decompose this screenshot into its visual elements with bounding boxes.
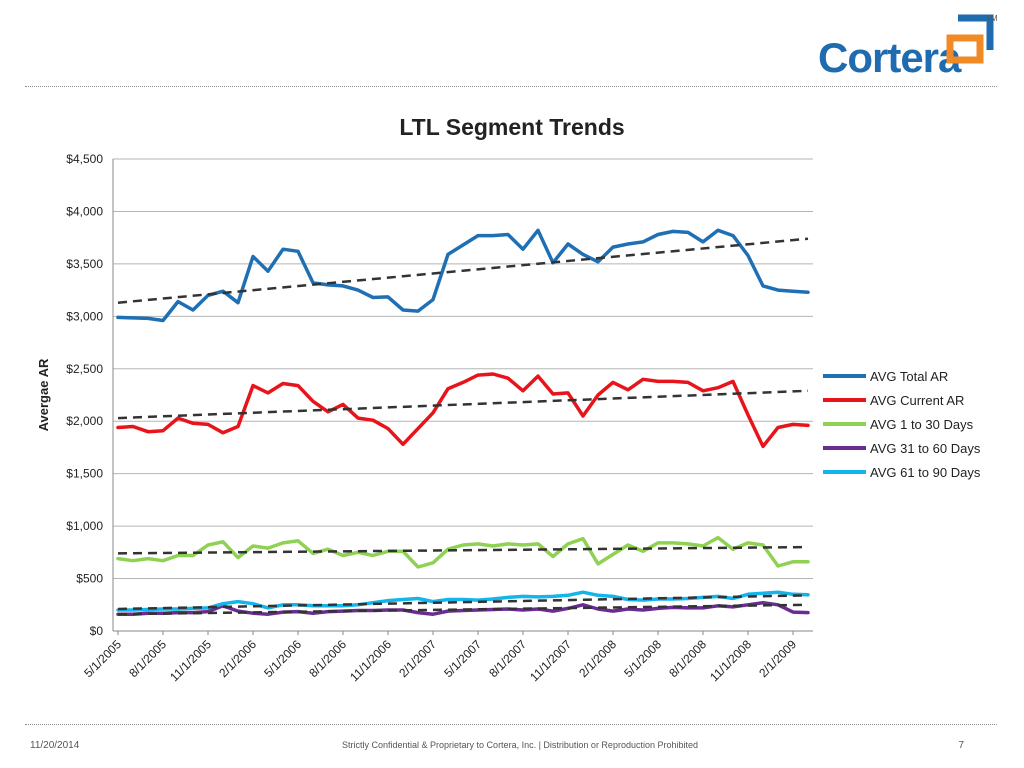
footer-date: 11/20/2014 xyxy=(30,740,80,751)
legend-label: AVG 1 to 30 Days xyxy=(870,417,974,432)
x-tick-label: 11/1/2005 xyxy=(167,637,214,684)
x-tick-label: 2/1/2008 xyxy=(576,637,619,680)
chart-title: LTL Segment Trends xyxy=(399,114,625,140)
y-tick-label: $4,500 xyxy=(66,152,103,166)
series-line xyxy=(116,372,810,449)
x-tick-label: 11/1/2008 xyxy=(707,637,754,684)
x-tick-label: 5/1/2007 xyxy=(441,637,484,680)
x-tick-label: 5/1/2008 xyxy=(621,637,664,680)
line-chart: $0 $500 $1,000 $1,500 $2,000 $2,500 $3,000 $3,5… xyxy=(36,152,981,684)
x-tick-label: 5/1/2006 xyxy=(261,637,304,680)
x-tick-label: 2/1/2006 xyxy=(216,637,259,680)
confidentiality-notice: Strictly Confidential & Proprietary to C… xyxy=(342,740,698,750)
legend-label: AVG Total AR xyxy=(870,369,948,384)
series-line xyxy=(116,535,810,569)
trend-line xyxy=(117,603,809,616)
legend-label: AVG 31 to 60 Days xyxy=(870,441,981,456)
x-tick-label: 8/1/2007 xyxy=(486,637,529,680)
trend-line xyxy=(117,389,809,420)
x-tick-label: 5/1/2005 xyxy=(81,637,124,680)
legend-label: AVG Current AR xyxy=(870,393,964,408)
y-tick-label: $1,500 xyxy=(66,467,103,481)
trend-line xyxy=(117,545,809,555)
logo-wordmark: Cortera xyxy=(818,34,961,81)
trademark-mark: TM xyxy=(986,14,998,23)
trend-line xyxy=(117,594,809,611)
y-tick-label: $2,000 xyxy=(66,414,103,428)
trend-line xyxy=(117,237,809,304)
x-tick-label: 2/1/2009 xyxy=(756,637,799,680)
series-line xyxy=(116,228,810,323)
x-tick-label: 8/1/2008 xyxy=(666,637,709,680)
y-tick-label: $3,000 xyxy=(66,309,103,323)
legend-label: AVG 61 to 90 Days xyxy=(870,465,981,480)
page-number: 7 xyxy=(958,740,964,751)
header-divider xyxy=(25,86,997,87)
footer-divider xyxy=(25,724,997,725)
y-tick-label: $0 xyxy=(90,624,104,638)
x-tick-label: 2/1/2007 xyxy=(396,637,439,680)
y-tick-label: $500 xyxy=(76,572,103,586)
logo-mark-icon xyxy=(946,14,994,64)
cortera-logo: Cortera TM xyxy=(818,14,1008,81)
x-tick-label: 8/1/2006 xyxy=(306,637,349,680)
y-axis-label: Avergae AR xyxy=(36,358,51,431)
y-tick-label: $2,500 xyxy=(66,362,103,376)
x-tick-label: 11/1/2007 xyxy=(527,637,574,684)
y-tick-label: $1,000 xyxy=(66,519,103,533)
x-tick-label: 8/1/2005 xyxy=(126,637,169,680)
y-tick-label: $4,000 xyxy=(66,204,103,218)
y-tick-label: $3,500 xyxy=(66,257,103,271)
x-tick-label: 11/1/2006 xyxy=(347,637,394,684)
